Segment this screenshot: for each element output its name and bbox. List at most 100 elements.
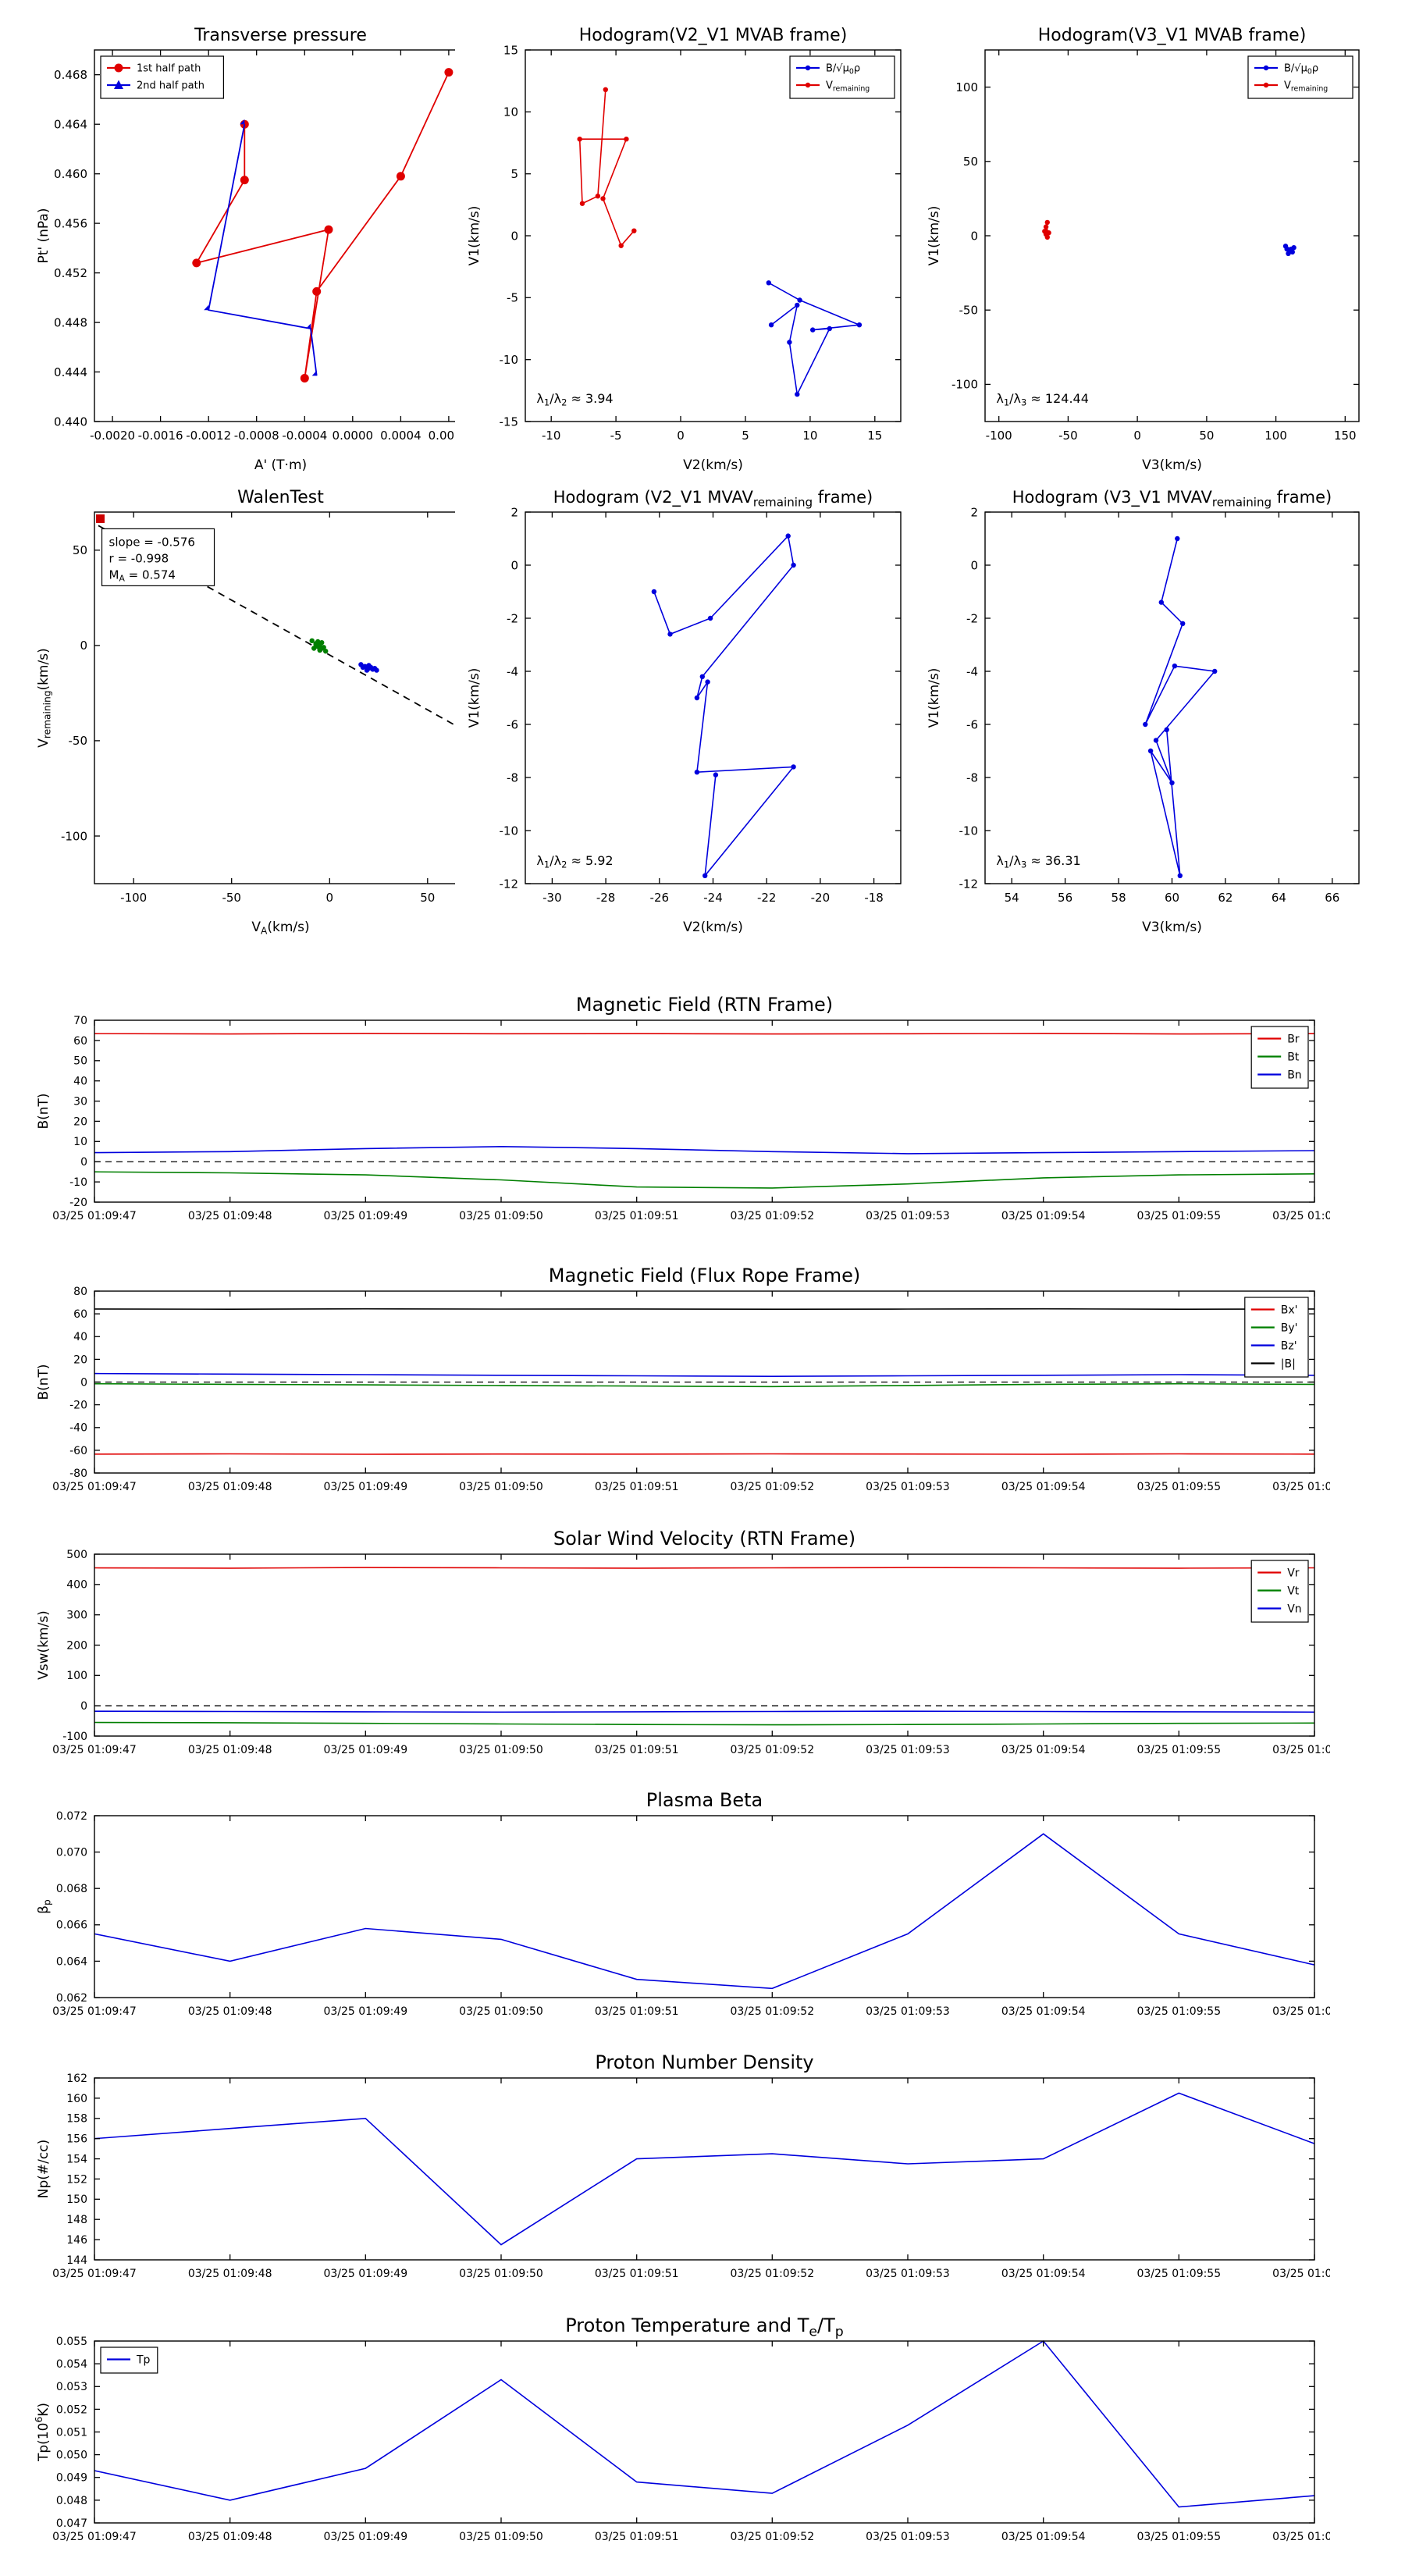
svg-text:-26: -26	[650, 891, 670, 905]
svg-text:V1(km/s): V1(km/s)	[467, 206, 482, 266]
svg-text:-50: -50	[1058, 429, 1078, 443]
svg-text:30: 30	[73, 1096, 87, 1108]
svg-text:Hodogram(V2_V1 MVAB frame): Hodogram(V2_V1 MVAB frame)	[579, 26, 848, 45]
svg-text:03/25 01:09:55: 03/25 01:09:55	[1136, 2268, 1221, 2280]
svg-text:03/25 01:09:48: 03/25 01:09:48	[188, 1744, 272, 1756]
chart-hodogram-v3v1-mvav: 54 56 58 60 62 64 66 -12 -10 -8 -6 -4 -2 0 2 Hodogram (…	[915, 478, 1368, 943]
svg-text:03/25 01:09:49: 03/25 01:09:49	[323, 2268, 407, 2280]
svg-text:-0.0020: -0.0020	[90, 429, 135, 443]
svg-text:-8: -8	[966, 770, 978, 785]
svg-text:0.064: 0.064	[56, 1955, 87, 1968]
svg-text:-4: -4	[507, 664, 518, 678]
svg-text:03/25 01:09:50: 03/25 01:09:50	[459, 2531, 543, 2543]
svg-text:0: 0	[80, 1376, 87, 1389]
svg-text:0: 0	[510, 558, 518, 572]
svg-text:100: 100	[66, 1670, 87, 1682]
svg-text:154: 154	[66, 2154, 87, 2166]
svg-text:150: 150	[66, 2194, 87, 2206]
svg-text:66: 66	[1325, 891, 1339, 905]
svg-text:70: 70	[73, 1015, 87, 1027]
svg-text:Transverse pressure: Transverse pressure	[194, 26, 367, 45]
chart-magnetic-field-rtn: 03/25 01:09:47 03/25 01:09:48 03/25 01:09:…	[20, 989, 1330, 1233]
svg-text:162: 162	[66, 2073, 87, 2085]
svg-text:03/25 01:09:48: 03/25 01:09:48	[188, 2005, 272, 2018]
svg-text:0.464: 0.464	[54, 117, 87, 131]
chart-hodogram-v2v1-mvab: -10 -5 0 5 10 15 -15 -10 -5 0 5 10 15 Hodogram(V2_V1 …	[455, 16, 910, 481]
svg-text:-22: -22	[757, 891, 777, 905]
svg-text:03/25 01:09:49: 03/25 01:09:49	[323, 1210, 407, 1222]
svg-text:03/25 01:09:56: 03/25 01:09:56	[1272, 2005, 1330, 2018]
svg-text:03/25 01:09:50: 03/25 01:09:50	[459, 2005, 543, 2018]
svg-text:V1(km/s): V1(km/s)	[927, 668, 942, 728]
svg-text:03/25 01:09:54: 03/25 01:09:54	[1001, 1210, 1086, 1222]
svg-text:03/25 01:09:51: 03/25 01:09:51	[595, 2005, 679, 2018]
svg-text:0.072: 0.072	[56, 1810, 87, 1823]
svg-text:Proton Number Density: Proton Number Density	[595, 2051, 813, 2073]
svg-text:-10: -10	[500, 353, 519, 367]
svg-text:03/25 01:09:54: 03/25 01:09:54	[1001, 2005, 1086, 2018]
svg-text:-0.0016: -0.0016	[138, 429, 183, 443]
svg-text:-100: -100	[62, 1731, 87, 1743]
svg-text:200: 200	[66, 1639, 87, 1652]
svg-text:0.049: 0.049	[56, 2472, 87, 2485]
svg-text:60: 60	[73, 1035, 87, 1048]
svg-text:λ1​/λ3​ ≈ 124.44: λ1​/λ3​ ≈ 124.44	[996, 391, 1089, 408]
svg-text:-100: -100	[986, 429, 1012, 443]
svg-text:40: 40	[73, 1331, 87, 1343]
svg-text:V2(km/s): V2(km/s)	[683, 457, 743, 473]
svg-text:-28: -28	[596, 891, 616, 905]
svg-text:-10: -10	[500, 824, 519, 838]
svg-text:Vremaining​(km/s): Vremaining​(km/s)	[36, 648, 53, 747]
svg-text:By': By'	[1281, 1322, 1298, 1335]
svg-text:2: 2	[970, 505, 978, 519]
svg-text:0.448: 0.448	[54, 315, 87, 329]
svg-text:Vn: Vn	[1287, 1603, 1301, 1616]
svg-text:03/25 01:09:56: 03/25 01:09:56	[1272, 1210, 1330, 1222]
svg-text:Bx': Bx'	[1281, 1304, 1298, 1317]
svg-text:60: 60	[73, 1308, 87, 1321]
svg-text:Magnetic Field (RTN Frame): Magnetic Field (RTN Frame)	[576, 994, 833, 1016]
svg-text:5: 5	[742, 429, 749, 443]
svg-text:λ1​/λ2​ ≈ 3.94: λ1​/λ2​ ≈ 3.94	[536, 391, 613, 408]
svg-text:03/25 01:09:54: 03/25 01:09:54	[1001, 1744, 1086, 1756]
svg-text:03/25 01:09:52: 03/25 01:09:52	[730, 1481, 814, 1493]
svg-text:03/25 01:09:52: 03/25 01:09:52	[730, 2531, 814, 2543]
svg-text:03/25 01:09:55: 03/25 01:09:55	[1136, 1210, 1221, 1222]
svg-text:WalenTest: WalenTest	[237, 488, 324, 507]
svg-text:03/25 01:09:52: 03/25 01:09:52	[730, 1744, 814, 1756]
svg-text:0.460: 0.460	[54, 167, 87, 181]
svg-text:-80: -80	[69, 1468, 87, 1480]
svg-text:03/25 01:09:53: 03/25 01:09:53	[866, 2531, 950, 2543]
svg-text:0: 0	[970, 229, 978, 243]
svg-text:20: 20	[73, 1115, 87, 1128]
svg-text:-10: -10	[69, 1176, 87, 1189]
svg-text:60: 60	[1165, 891, 1179, 905]
svg-text:100: 100	[1264, 429, 1287, 443]
chart-magnetic-field-flux-rope: 03/25 01:09:47 03/25 01:09:48 03/25 01:09:…	[20, 1260, 1330, 1504]
svg-text:03/25 01:09:51: 03/25 01:09:51	[595, 1210, 679, 1222]
svg-text:Tp: Tp	[136, 2354, 151, 2367]
svg-text:-40: -40	[69, 1422, 87, 1435]
svg-text:62: 62	[1218, 891, 1232, 905]
svg-text:03/25 01:09:52: 03/25 01:09:52	[730, 2005, 814, 2018]
svg-text:MA​ = 0.574: MA​ = 0.574	[109, 568, 176, 583]
svg-text:-100: -100	[120, 891, 147, 905]
svg-text:03/25 01:09:55: 03/25 01:09:55	[1136, 1481, 1221, 1493]
svg-text:156: 156	[66, 2133, 87, 2146]
svg-text:βp​: βp​	[36, 1899, 53, 1914]
svg-text:300: 300	[66, 1610, 87, 1622]
svg-text:03/25 01:09:50: 03/25 01:09:50	[459, 1744, 543, 1756]
svg-text:0.054: 0.054	[56, 2358, 87, 2371]
svg-text:0.066: 0.066	[56, 1920, 87, 1932]
svg-text:15: 15	[867, 429, 882, 443]
svg-text:Vremaining​: Vremaining​	[826, 80, 870, 94]
svg-text:03/25 01:09:56: 03/25 01:09:56	[1272, 2268, 1330, 2280]
svg-text:-30: -30	[542, 891, 562, 905]
chart-plasma-beta: 03/25 01:09:47 03/25 01:09:48 03/25 01:09:…	[20, 1784, 1330, 2029]
svg-text:-2: -2	[507, 611, 518, 625]
svg-text:03/25 01:09:54: 03/25 01:09:54	[1001, 1481, 1086, 1493]
svg-text:03/25 01:09:50: 03/25 01:09:50	[459, 2268, 543, 2280]
svg-text:A' (T·m): A' (T·m)	[254, 457, 307, 473]
svg-text:150: 150	[1334, 429, 1357, 443]
svg-text:03/25 01:09:53: 03/25 01:09:53	[866, 1210, 950, 1222]
